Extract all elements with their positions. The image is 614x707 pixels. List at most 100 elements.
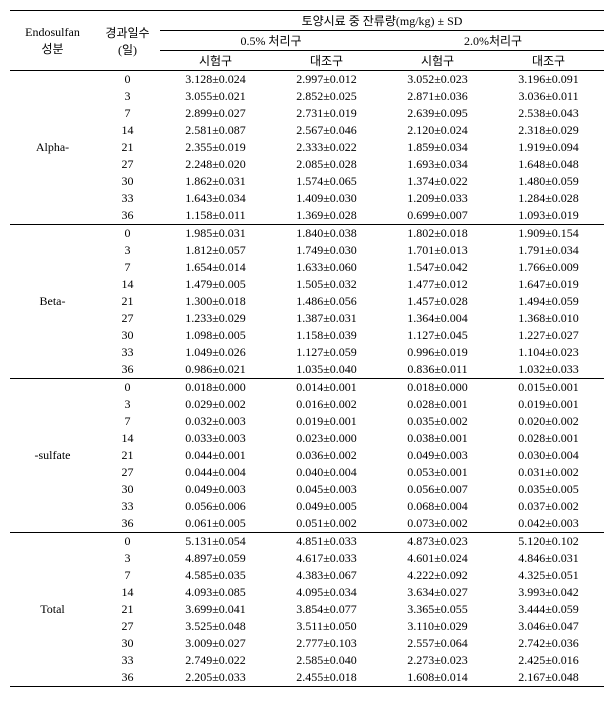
cell-05-control: 0.014±0.001 [271,379,382,397]
cell-20-control: 1.909±0.154 [493,225,604,243]
header-group-05: 0.5% 처리구 [160,31,382,51]
cell-day: 14 [95,122,160,139]
table-row: 144.093±0.0854.095±0.0343.634±0.0273.993… [10,584,604,601]
cell-day: 33 [95,344,160,361]
table-row: 30.029±0.0020.016±0.0020.028±0.0010.019±… [10,396,604,413]
cell-20-control: 0.020±0.002 [493,413,604,430]
cell-day: 0 [95,379,160,397]
cell-20-control: 3.196±0.091 [493,71,604,89]
cell-05-control: 4.383±0.067 [271,567,382,584]
cell-05-test: 1.233±0.029 [160,310,271,327]
table-row: 300.049±0.0030.045±0.0030.056±0.0070.035… [10,481,604,498]
cell-05-control: 2.852±0.025 [271,88,382,105]
cell-20-test: 1.457±0.028 [382,293,493,310]
table-row: 71.654±0.0141.633±0.0601.547±0.0421.766±… [10,259,604,276]
cell-day: 27 [95,156,160,173]
cell-20-control: 1.284±0.028 [493,190,604,207]
cell-05-control: 2.333±0.022 [271,139,382,156]
table-row: Alpha-03.128±0.0242.997±0.0123.052±0.023… [10,71,604,89]
cell-20-control: 2.538±0.043 [493,105,604,122]
cell-day: 3 [95,88,160,105]
cell-05-test: 1.985±0.031 [160,225,271,243]
cell-20-test: 0.056±0.007 [382,481,493,498]
cell-day: 7 [95,259,160,276]
cell-20-control: 4.325±0.051 [493,567,604,584]
table-body: Alpha-03.128±0.0242.997±0.0123.052±0.023… [10,71,604,687]
cell-day: 36 [95,361,160,379]
cell-20-control: 1.480±0.059 [493,173,604,190]
cell-20-control: 0.030±0.004 [493,447,604,464]
cell-20-control: 0.035±0.005 [493,481,604,498]
cell-05-control: 1.840±0.038 [271,225,382,243]
table-row: 210.044±0.0010.036±0.0020.049±0.0030.030… [10,447,604,464]
cell-05-test: 2.749±0.022 [160,652,271,669]
cell-05-test: 4.585±0.035 [160,567,271,584]
cell-05-test: 0.032±0.003 [160,413,271,430]
table-row: 141.479±0.0051.505±0.0321.477±0.0121.647… [10,276,604,293]
table-row: Total05.131±0.0544.851±0.0334.873±0.0235… [10,533,604,551]
cell-20-test: 1.859±0.034 [382,139,493,156]
cell-20-test: 0.018±0.000 [382,379,493,397]
cell-20-control: 1.032±0.033 [493,361,604,379]
cell-20-test: 4.601±0.024 [382,550,493,567]
cell-20-test: 1.608±0.014 [382,669,493,687]
cell-05-test: 5.131±0.054 [160,533,271,551]
cell-day: 33 [95,190,160,207]
cell-20-control: 1.368±0.010 [493,310,604,327]
cell-05-control: 4.851±0.033 [271,533,382,551]
cell-20-control: 0.028±0.001 [493,430,604,447]
cell-20-control: 0.019±0.001 [493,396,604,413]
cell-day: 30 [95,173,160,190]
table-row: 301.862±0.0311.574±0.0651.374±0.0221.480… [10,173,604,190]
table-row: 213.699±0.0413.854±0.0773.365±0.0553.444… [10,601,604,618]
component-name: Total [10,533,95,687]
table-row: 33.055±0.0212.852±0.0252.871±0.0363.036±… [10,88,604,105]
cell-day: 27 [95,310,160,327]
cell-05-control: 0.023±0.000 [271,430,382,447]
cell-05-control: 2.585±0.040 [271,652,382,669]
cell-20-test: 0.049±0.003 [382,447,493,464]
cell-20-control: 1.791±0.034 [493,242,604,259]
cell-20-test: 3.110±0.029 [382,618,493,635]
cell-20-test: 0.038±0.001 [382,430,493,447]
cell-day: 30 [95,327,160,344]
cell-20-control: 1.919±0.094 [493,139,604,156]
cell-05-test: 2.581±0.087 [160,122,271,139]
cell-05-test: 0.049±0.003 [160,481,271,498]
table-row: 303.009±0.0272.777±0.1032.557±0.0642.742… [10,635,604,652]
cell-day: 30 [95,481,160,498]
cell-day: 27 [95,464,160,481]
cell-20-test: 1.209±0.033 [382,190,493,207]
cell-20-test: 4.873±0.023 [382,533,493,551]
cell-20-test: 0.068±0.004 [382,498,493,515]
cell-20-control: 1.647±0.019 [493,276,604,293]
cell-day: 36 [95,515,160,533]
cell-05-control: 1.369±0.028 [271,207,382,225]
header-days: 경과일수 (일) [95,11,160,71]
cell-05-test: 0.044±0.001 [160,447,271,464]
cell-day: 21 [95,293,160,310]
cell-05-control: 0.049±0.005 [271,498,382,515]
cell-05-control: 4.095±0.034 [271,584,382,601]
cell-day: 14 [95,276,160,293]
table-row: 74.585±0.0354.383±0.0674.222±0.0924.325±… [10,567,604,584]
cell-20-control: 3.046±0.047 [493,618,604,635]
cell-05-test: 3.009±0.027 [160,635,271,652]
cell-day: 21 [95,447,160,464]
cell-20-test: 2.557±0.064 [382,635,493,652]
cell-20-test: 3.365±0.055 [382,601,493,618]
cell-05-test: 2.899±0.027 [160,105,271,122]
table-row: 72.899±0.0272.731±0.0192.639±0.0952.538±… [10,105,604,122]
cell-20-test: 4.222±0.092 [382,567,493,584]
cell-20-control: 5.120±0.102 [493,533,604,551]
cell-05-control: 1.633±0.060 [271,259,382,276]
header-group-20: 2.0%처리구 [382,31,604,51]
component-name: Beta- [10,225,95,379]
cell-20-test: 3.052±0.023 [382,71,493,89]
cell-day: 33 [95,498,160,515]
data-table: Endosulfan 성분 경과일수 (일) 토양시료 중 잔류량(mg/kg)… [10,10,604,687]
cell-05-test: 3.699±0.041 [160,601,271,618]
table-row: Beta-01.985±0.0311.840±0.0381.802±0.0181… [10,225,604,243]
cell-05-test: 0.033±0.003 [160,430,271,447]
cell-day: 0 [95,533,160,551]
